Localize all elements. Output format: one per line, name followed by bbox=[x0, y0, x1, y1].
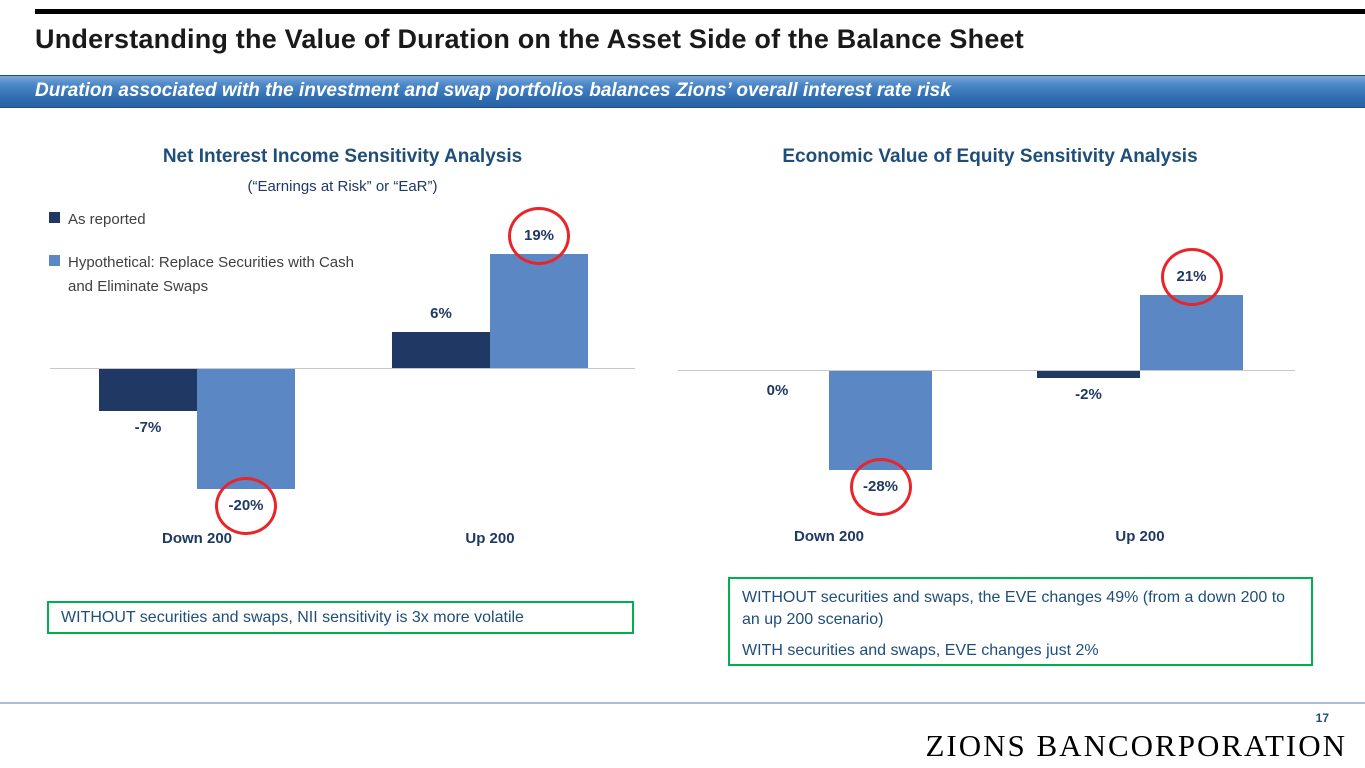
data-label-up-200-as-reported: -2% bbox=[1075, 386, 1102, 404]
chart-title: Net Interest Income Sensitivity Analysis bbox=[162, 146, 523, 167]
slide-title: Understanding the Value of Duration on t… bbox=[35, 24, 1024, 54]
legend-item-hypothetical: Hypothetical: Replace Securities with Ca… bbox=[49, 251, 368, 298]
chart-nii-sensitivity: Net Interest Income Sensitivity Analysis… bbox=[45, 140, 640, 570]
callout-text: WITH securities and swaps, EVE changes j… bbox=[742, 642, 1099, 660]
callout-text: WITHOUT securities and swaps, the EVE ch… bbox=[742, 589, 1286, 628]
bar-down-200-as-reported bbox=[99, 369, 197, 411]
chart-subtitle: (“Earnings at Risk” or “EaR”) bbox=[247, 178, 438, 195]
legend: As reported Hypothetical: Replace Securi… bbox=[49, 208, 368, 318]
legend-swatch-dark bbox=[49, 212, 60, 223]
page-number: 17 bbox=[1315, 711, 1329, 725]
subtitle-banner: Duration associated with the investment … bbox=[0, 75, 1365, 108]
bar-up-200-as-reported bbox=[392, 332, 490, 368]
footer-rule bbox=[0, 702, 1365, 704]
callout-nii: WITHOUT securities and swaps, NII sensit… bbox=[47, 601, 634, 634]
axis-baseline bbox=[678, 370, 1295, 371]
company-logo: ZIONS BANCORPORATION bbox=[925, 728, 1347, 763]
highlight-circle bbox=[849, 458, 912, 517]
highlight-circle bbox=[508, 207, 570, 265]
category-label: Down 200 bbox=[161, 530, 233, 547]
bar-up-200-hypothetical bbox=[490, 254, 588, 368]
bar-down-200-hypothetical bbox=[829, 371, 932, 471]
top-rule bbox=[35, 9, 1365, 14]
axis-baseline bbox=[50, 368, 635, 369]
category-label: Down 200 bbox=[793, 528, 865, 545]
category-label: Up 200 bbox=[1115, 528, 1165, 545]
data-label-down-200-as-reported: -7% bbox=[134, 419, 162, 436]
data-label-down-200-as-reported: 0% bbox=[766, 382, 789, 399]
highlight-circle bbox=[1160, 248, 1223, 307]
chart-title: Economic Value of Equity Sensitivity Ana… bbox=[782, 146, 1198, 167]
category-label: Up 200 bbox=[465, 530, 515, 547]
chart-eve-sensitivity: Economic Value of Equity Sensitivity Ana… bbox=[670, 140, 1310, 570]
legend-label: Hypothetical: Replace Securities with Ca… bbox=[68, 254, 354, 295]
bar-up-200-as-reported bbox=[1037, 371, 1140, 379]
legend-swatch-light bbox=[49, 255, 60, 267]
data-label-up-200-as-reported: 6% bbox=[430, 305, 452, 322]
legend-label: As reported bbox=[68, 211, 146, 228]
bar-up-200-hypothetical bbox=[1140, 295, 1243, 370]
callout-eve: WITHOUT securities and swaps, the EVE ch… bbox=[728, 577, 1313, 666]
callout-text: WITHOUT securities and swaps, NII sensit… bbox=[61, 608, 524, 626]
subtitle-banner-text: Duration associated with the investment … bbox=[35, 80, 951, 101]
legend-item-as-reported: As reported bbox=[49, 208, 368, 231]
highlight-circle bbox=[215, 477, 277, 535]
bar-down-200-hypothetical bbox=[197, 369, 295, 489]
